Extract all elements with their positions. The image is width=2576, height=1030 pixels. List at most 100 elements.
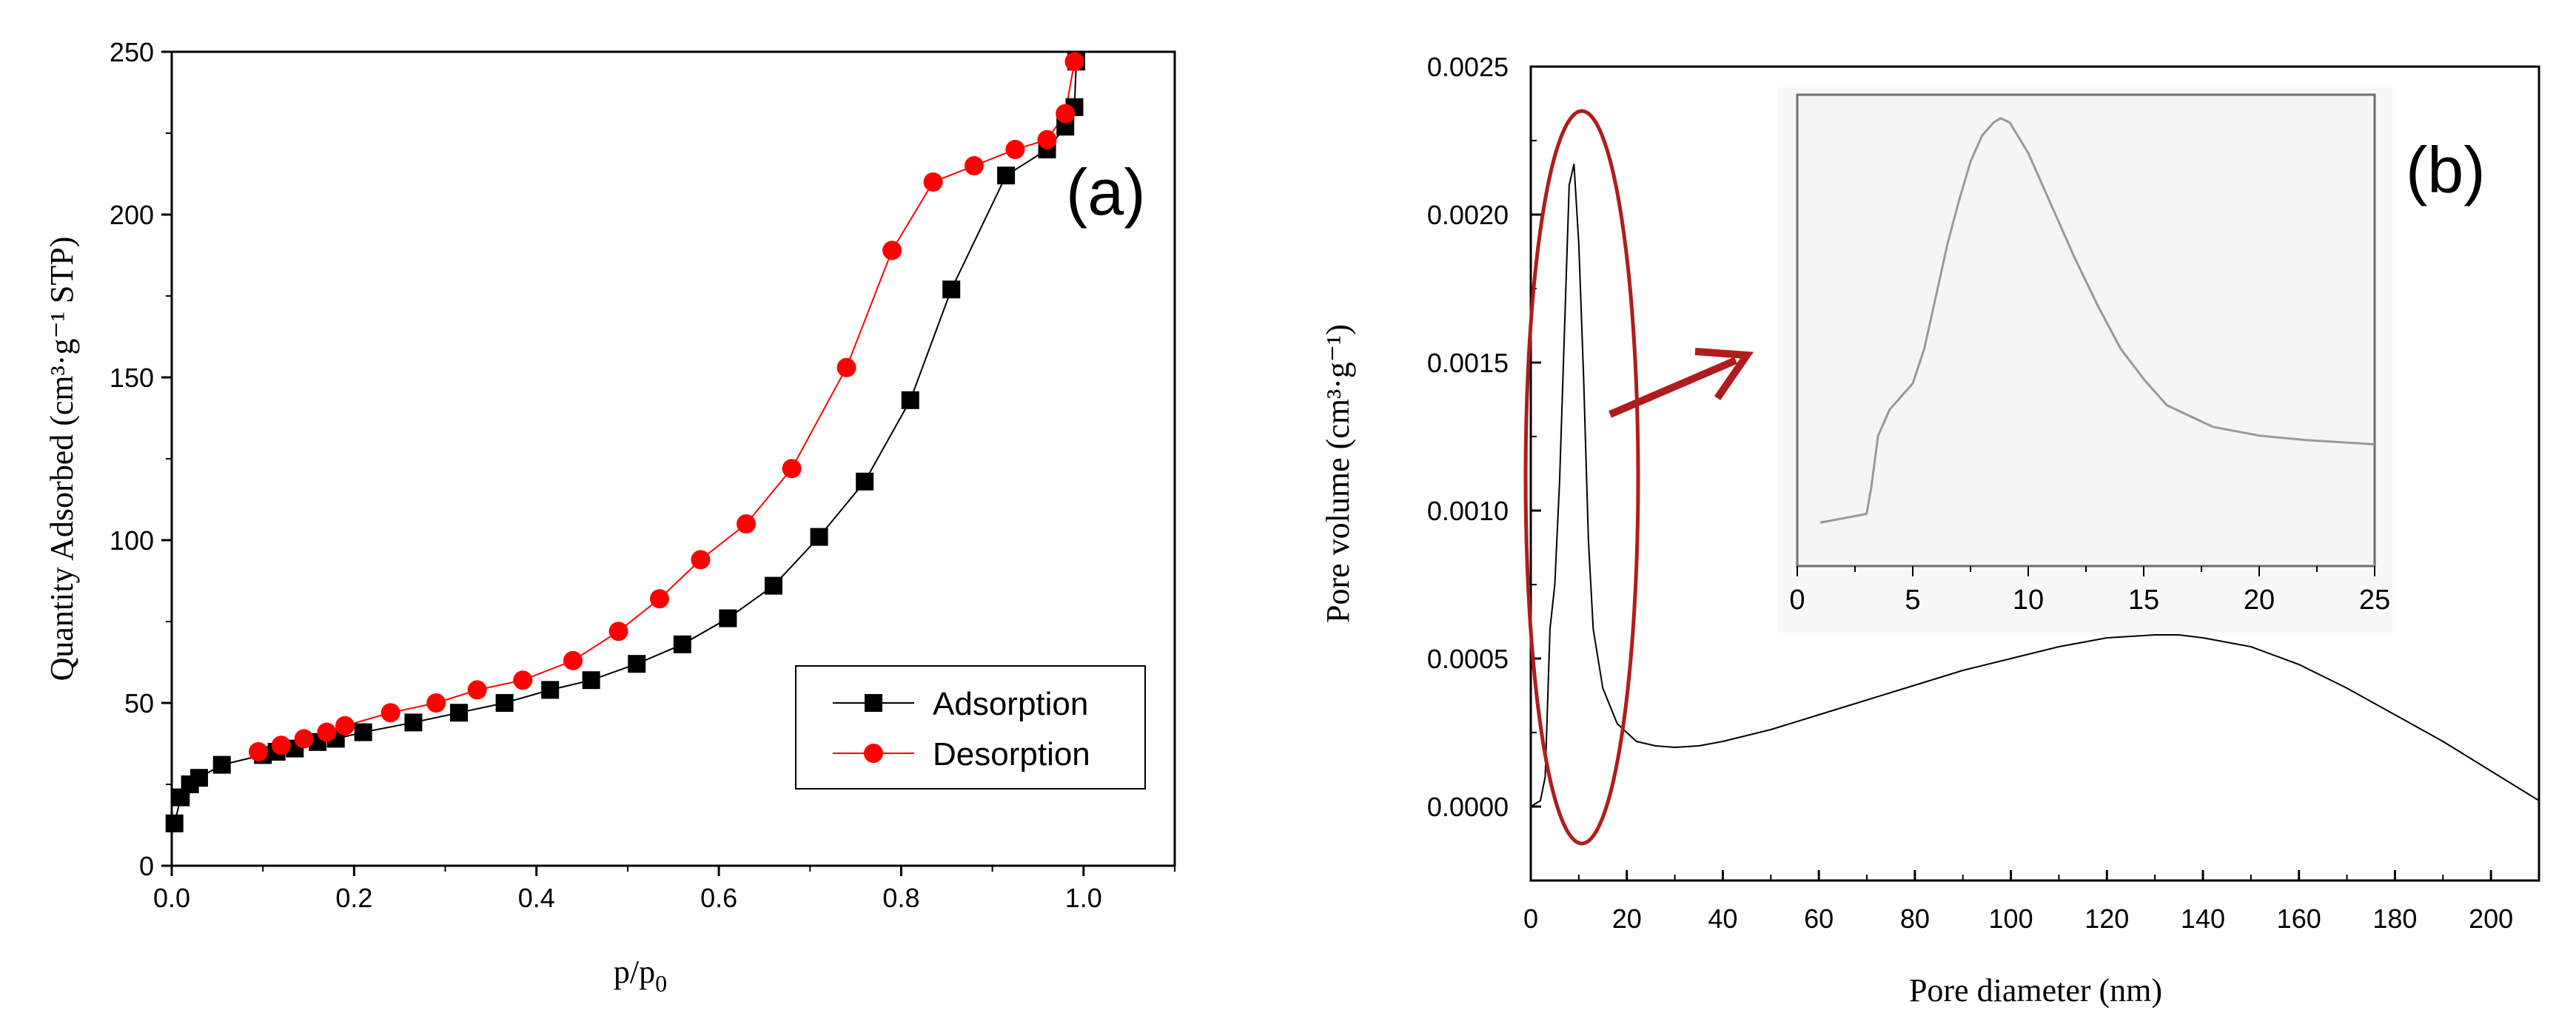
panel-b-x-tick-label: 0: [1523, 903, 1538, 934]
adsorption-point: [212, 755, 231, 774]
panel-b-y-tick-label: 0.0000: [1427, 792, 1509, 822]
panel-a-y-tick-label: 200: [110, 200, 154, 230]
adsorption-point: [404, 713, 423, 732]
panel-b-series: [1530, 164, 2540, 807]
inset-x-tick-label: 10: [2013, 585, 2044, 616]
panel-b-x-tick-label: 140: [2181, 903, 2225, 934]
panel-b-x-tick-label: 180: [2372, 903, 2417, 934]
desorption-point: [380, 703, 400, 723]
panel-b-x-axis-title: Pore diameter (nm): [1909, 972, 2162, 1009]
pore-distribution-line: [1530, 164, 2540, 807]
panel-a-x-tick-label: 1.0: [1065, 883, 1102, 913]
legend-desorption-label: Desorption: [933, 736, 1090, 772]
panel-b-y-tick-label: 0.0010: [1427, 496, 1509, 526]
desorption-point: [608, 622, 628, 642]
inset-x-tick-label: 0: [1789, 585, 1805, 616]
inset-plot-frame: [1796, 93, 2376, 568]
adsorption-point: [942, 280, 961, 299]
panel-b-y-tick-label: 0.0015: [1427, 348, 1509, 378]
highlight-ellipse: [1523, 109, 1640, 846]
panel-a-x-tick-label: 0.2: [335, 883, 372, 913]
panel-a-y-ticks: 0 50 100 150 200 250: [110, 37, 172, 881]
panel-b-plot-frame: [1529, 65, 2540, 882]
panel-a-x-tick-label: 0.8: [882, 883, 919, 913]
desorption-point: [1064, 52, 1084, 72]
adsorption-point: [165, 814, 184, 832]
adsorption-point: [765, 576, 782, 595]
adsorption-point: [495, 694, 514, 712]
desorption-point: [923, 172, 943, 192]
inset-x-tick-label: 15: [2128, 585, 2159, 616]
desorption-point: [782, 459, 802, 479]
inset-x-ticks: 0 5 10 15 20 25: [1789, 566, 2390, 616]
adsorption-point: [856, 472, 874, 491]
adsorption-point: [354, 723, 372, 741]
desorption-point: [271, 736, 291, 755]
inset-x-tick-label: 25: [2359, 585, 2390, 616]
inset-distribution-line: [1819, 117, 2375, 524]
desorption-point: [882, 240, 902, 260]
panel-b-x-tick-label: 120: [2084, 903, 2129, 934]
zoom-arrow-head: [1694, 348, 1754, 400]
inset-x-tick-label: 5: [1905, 585, 1920, 616]
adsorption-point: [541, 681, 560, 699]
panel-a-x-axis-title: p/p0: [614, 954, 667, 997]
panel-a-x-tick-label: 0.0: [153, 883, 190, 913]
panel-a-legend-box: [795, 665, 1146, 790]
panel-a-y-tick-label: 100: [110, 525, 154, 556]
desorption-point: [249, 742, 269, 761]
panel-b-y-axis-title: Pore volume (cm³·g⁻¹): [1320, 324, 1356, 623]
adsorption-point: [901, 391, 919, 409]
adsorption-point: [673, 635, 691, 653]
panel-a-x-ticks: 0.0 0.2 0.4 0.6 0.8 1.0: [153, 866, 1175, 913]
desorption-point: [737, 514, 757, 533]
desorption-point: [426, 693, 446, 713]
panel-a-legend: Adsorption Desorption: [795, 665, 1146, 790]
adsorption-point: [719, 609, 737, 627]
panel-a-series: [165, 52, 1085, 832]
panel-b-label: (b): [2406, 133, 2486, 206]
zoom-arrow-shaft: [1609, 357, 1737, 418]
panel-b-y-ticks: 0.0000 0.0005 0.0010 0.0015 0.0020 0.0025: [1427, 52, 1541, 822]
desorption-point: [1005, 140, 1025, 159]
adsorption-point: [997, 166, 1016, 185]
panel-b-x-tick-label: 40: [1708, 903, 1737, 934]
desorption-point: [513, 670, 533, 690]
desorption-point: [1056, 104, 1076, 124]
panel-a-label: (a): [1066, 155, 1146, 229]
panel-b-x-tick-label: 160: [2277, 903, 2321, 934]
panel-a-x-tick-label: 0.6: [700, 883, 737, 913]
panel-b-y-tick-label: 0.0025: [1427, 52, 1509, 82]
series-desorption-line: [258, 61, 1076, 753]
desorption-point: [317, 722, 337, 742]
desorption-point: [563, 650, 583, 670]
inset-x-tick-label: 20: [2244, 585, 2275, 616]
adsorption-point: [450, 704, 469, 722]
panel-b-x-tick-label: 200: [2469, 903, 2513, 934]
panel-b-x-ticks: 0 20 40 60 80 100 120 140 160 180 200: [1523, 870, 2540, 934]
panel-b-chart: 0 20 40 60 80 100 120 140 160 180 200 0.00000.0005…: [1320, 52, 2540, 1009]
desorption-point: [691, 550, 711, 570]
panel-a-x-tick-label: 0.4: [518, 883, 555, 913]
desorption-point: [836, 357, 856, 377]
panel-b-x-tick-label: 20: [1612, 903, 1642, 934]
desorption-point: [294, 729, 314, 749]
legend-desorption-marker: [864, 744, 883, 763]
desorption-point: [467, 680, 487, 700]
panel-b-y-tick-label: 0.0005: [1427, 644, 1509, 674]
inset-series: [1819, 117, 2375, 524]
panel-a-y-axis-title: Quantity Adsorbed (cm³·g⁻¹ STP): [44, 237, 80, 681]
adsorption-point: [189, 769, 208, 787]
desorption-point: [1037, 129, 1057, 149]
adsorption-point: [628, 655, 646, 673]
panel-b-x-tick-label: 80: [1900, 903, 1930, 934]
panel-b-x-tick-label: 60: [1804, 903, 1834, 934]
panel-b-y-tick-label: 0.0020: [1427, 200, 1509, 230]
panel-a-y-tick-label: 150: [110, 363, 154, 393]
panel-b-x-tick-label: 100: [1989, 903, 2033, 934]
adsorption-point: [810, 528, 828, 546]
desorption-point: [335, 716, 355, 736]
desorption-point: [650, 589, 670, 609]
panel-a-y-tick-label: 0: [139, 851, 154, 881]
